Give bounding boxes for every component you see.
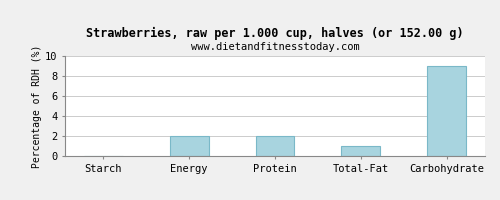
Y-axis label: Percentage of RDH (%): Percentage of RDH (%) xyxy=(32,44,42,168)
Bar xyxy=(256,136,294,156)
Text: www.dietandfitnesstoday.com: www.dietandfitnesstoday.com xyxy=(190,42,360,52)
Bar xyxy=(428,66,466,156)
Bar xyxy=(170,136,208,156)
Bar xyxy=(342,146,380,156)
Title: Strawberries, raw per 1.000 cup, halves (or 152.00 g): Strawberries, raw per 1.000 cup, halves … xyxy=(86,26,464,40)
